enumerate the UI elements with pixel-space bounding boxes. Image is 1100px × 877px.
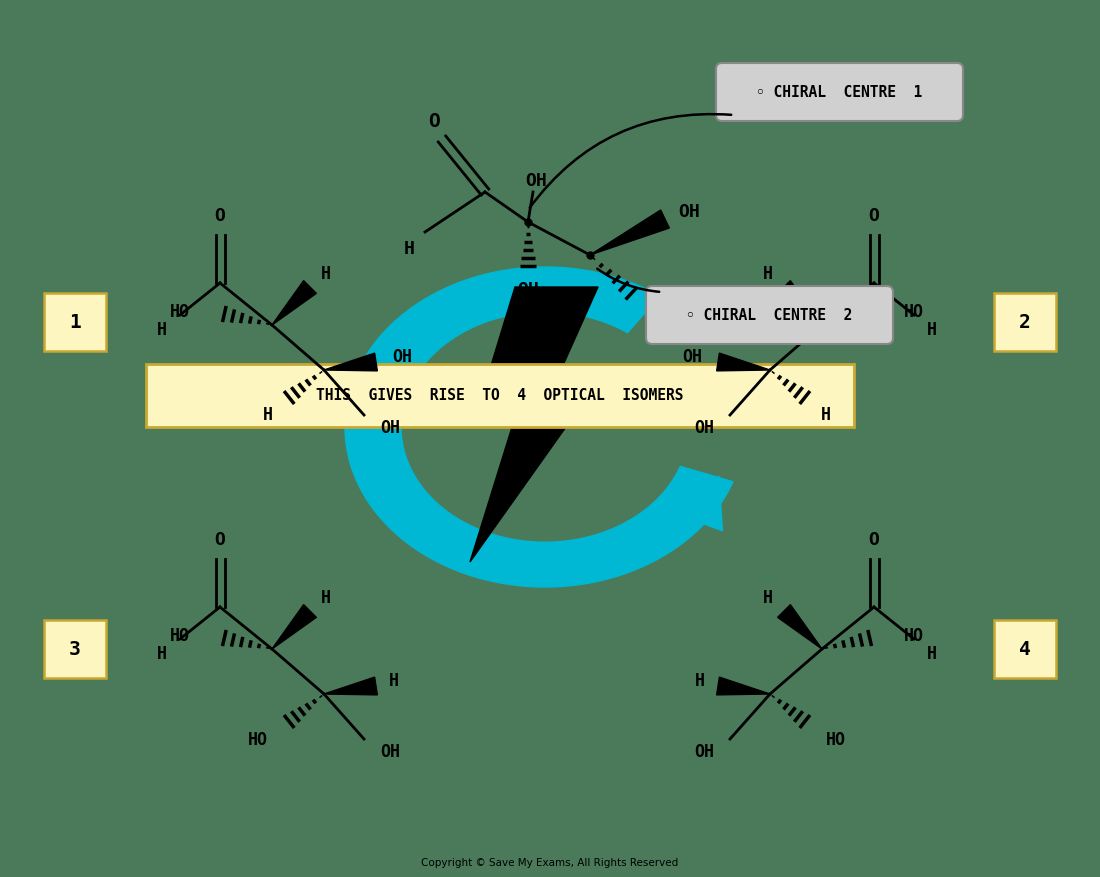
Text: H: H (695, 671, 705, 689)
Polygon shape (345, 267, 733, 588)
Text: Copyright © Save My Exams, All Rights Reserved: Copyright © Save My Exams, All Rights Re… (421, 857, 679, 867)
Polygon shape (716, 353, 770, 372)
Text: 2: 2 (1019, 313, 1031, 332)
Text: OH: OH (392, 347, 412, 366)
Text: O: O (869, 207, 879, 225)
FancyArrowPatch shape (597, 269, 659, 292)
Text: O: O (869, 531, 879, 548)
Text: OH: OH (694, 418, 714, 437)
Polygon shape (324, 677, 377, 695)
Text: HO: HO (826, 731, 846, 748)
Text: HO: HO (170, 626, 190, 645)
FancyArrowPatch shape (529, 115, 732, 209)
Text: H: H (263, 405, 273, 424)
Polygon shape (272, 605, 317, 649)
Text: H: H (763, 265, 773, 282)
Text: HO: HO (170, 303, 190, 321)
Text: ◦ CHIRAL  CENTRE  2: ◦ CHIRAL CENTRE 2 (686, 308, 852, 323)
Text: OH: OH (694, 742, 714, 760)
Text: OH: OH (525, 172, 547, 189)
Text: ◦ CHIRAL  CENTRE  1: ◦ CHIRAL CENTRE 1 (757, 85, 923, 100)
FancyBboxPatch shape (716, 64, 962, 122)
Text: OH: OH (379, 418, 400, 437)
Text: OH: OH (682, 347, 702, 366)
Text: H: H (157, 645, 167, 662)
FancyBboxPatch shape (146, 364, 854, 427)
Text: H: H (927, 645, 937, 662)
Polygon shape (681, 477, 723, 531)
Text: H: H (763, 588, 773, 606)
Text: 3: 3 (69, 639, 81, 659)
Polygon shape (324, 353, 377, 372)
Polygon shape (778, 282, 822, 325)
Text: OH: OH (678, 203, 700, 221)
Text: HO: HO (904, 626, 924, 645)
FancyBboxPatch shape (646, 287, 893, 345)
Text: OH: OH (379, 742, 400, 760)
FancyBboxPatch shape (44, 620, 106, 678)
Text: H: H (157, 321, 167, 339)
Polygon shape (470, 288, 605, 562)
Text: HO: HO (248, 731, 268, 748)
Text: THIS  GIVES  RISE  TO  4  OPTICAL  ISOMERS: THIS GIVES RISE TO 4 OPTICAL ISOMERS (317, 388, 684, 403)
Text: H: H (321, 588, 331, 606)
FancyBboxPatch shape (44, 294, 106, 352)
Text: O: O (428, 112, 440, 132)
Text: H: H (321, 265, 331, 282)
Polygon shape (778, 605, 822, 649)
Text: HO: HO (904, 303, 924, 321)
Text: H: H (389, 671, 399, 689)
Text: H: H (404, 239, 415, 258)
Text: O: O (214, 531, 225, 548)
FancyBboxPatch shape (994, 620, 1056, 678)
Polygon shape (590, 210, 669, 256)
Polygon shape (272, 282, 317, 325)
Text: H: H (927, 321, 937, 339)
Polygon shape (716, 677, 770, 695)
Text: OH: OH (517, 281, 539, 299)
Text: H: H (821, 405, 830, 424)
FancyBboxPatch shape (994, 294, 1056, 352)
Text: 1: 1 (69, 313, 81, 332)
Text: 4: 4 (1019, 639, 1031, 659)
Text: O: O (214, 207, 225, 225)
